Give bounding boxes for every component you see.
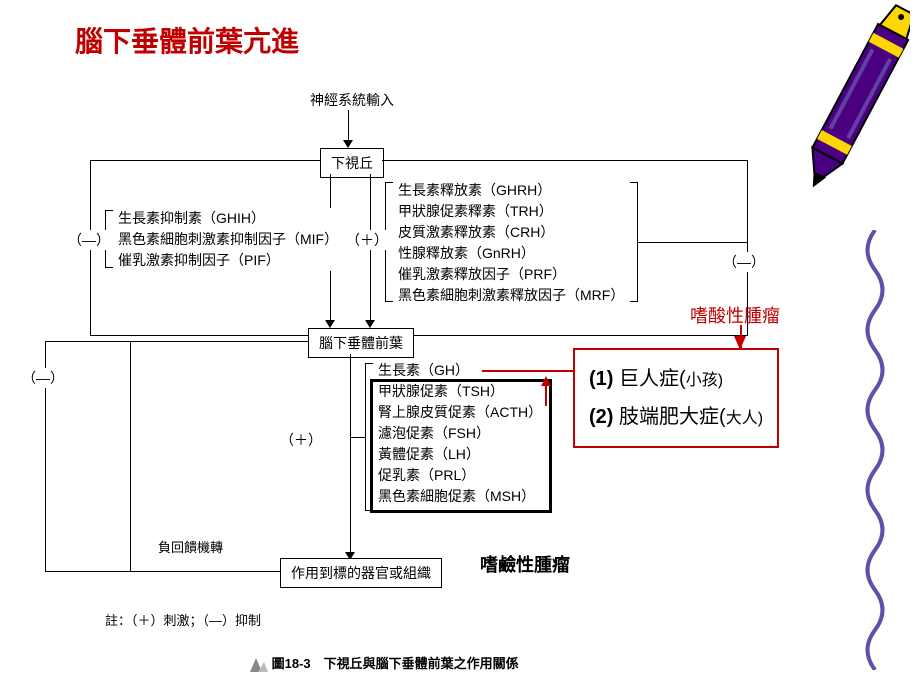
connector [382, 160, 747, 161]
connector [350, 437, 365, 438]
connector [130, 571, 280, 572]
connector [348, 110, 349, 142]
anterior-pituitary-node: 腦下垂體前葉 [308, 328, 414, 358]
callout-small: 大人) [726, 410, 763, 427]
releasers-list: 生長素釋放素（GHRH） 甲狀腺促素釋素（TRH） 皮質激素釋放素（CRH） 性… [398, 180, 624, 306]
minus-sign: （—） [723, 252, 765, 272]
input-label: 神經系統輸入 [310, 90, 394, 111]
callout-line: (1) 巨人症(小孩) [589, 360, 763, 398]
minus-sign: （—） [68, 230, 110, 250]
callout-small: 小孩) [686, 372, 723, 389]
diagram: 神經系統輸入 下視丘 生長素抑制素（GHIH） 黑色素細胞刺激素抑制因子（MIF… [30, 90, 810, 640]
connector [90, 160, 320, 161]
brace-icon [630, 182, 638, 302]
callout-num: (1) [589, 368, 613, 390]
red-connector [545, 386, 547, 406]
caption-icon [250, 658, 268, 672]
arrow-down-icon [325, 320, 335, 328]
caption-text: 圖18-3 下視丘與腦下垂體前葉之作用關係 [272, 656, 519, 671]
target-node: 作用到標的器官或組織 [280, 558, 442, 588]
connector [388, 335, 748, 336]
inhibitor-item: 催乳激素抑制因子（PIF） [118, 250, 338, 271]
connector [130, 341, 131, 571]
basophilic-box [370, 379, 552, 513]
callout-line: (2) 肢端肥大症(大人) [589, 398, 763, 436]
connector [350, 354, 351, 554]
inhibitor-item: 黑色素細胞刺激素抑制因子（MIF） [118, 229, 338, 250]
wavy-decoration [855, 230, 895, 675]
connector [45, 571, 130, 572]
red-arrow-up-icon [541, 376, 551, 386]
inhibitor-item: 生長素抑制素（GHIH） [118, 208, 338, 229]
releaser-item: 皮質激素釋放素（CRH） [398, 222, 624, 243]
arrow-down-icon [343, 140, 353, 148]
callout-num: (2) [589, 406, 613, 428]
feedback-label: 負回饋機轉 [158, 538, 223, 558]
connector [638, 242, 748, 243]
plus-sign: （＋） [280, 430, 322, 450]
plus-sign: （＋） [346, 230, 388, 250]
releaser-item: 黑色素細胞刺激素釋放因子（MRF） [398, 285, 624, 306]
releaser-item: 生長素釋放素（GHRH） [398, 180, 624, 201]
red-connector [482, 370, 574, 372]
minus-sign: （—） [22, 368, 64, 388]
crayon-decoration [810, 0, 910, 225]
connector [45, 341, 308, 342]
releaser-item: 性腺釋放素（GnRH） [398, 243, 624, 264]
page-title: 腦下垂體前葉亢進 [75, 20, 299, 60]
legend-note: 註：（＋）刺激；（—）抑制 [105, 610, 261, 629]
inhibitors-list: 生長素抑制素（GHIH） 黑色素細胞刺激素抑制因子（MIF） 催乳激素抑制因子（… [118, 208, 338, 271]
disease-callout: (1) 巨人症(小孩) (2) 肢端肥大症(大人) [573, 348, 779, 448]
callout-main: 肢端肥大症( [619, 406, 726, 428]
basophilic-tumor-label: 嗜鹼性腫瘤 [480, 551, 570, 577]
figure-caption: 圖18-3 下視丘與腦下垂體前葉之作用關係 [250, 653, 519, 672]
arrow-down-icon [365, 320, 375, 328]
connector [90, 335, 312, 336]
releaser-item: 甲狀腺促素釋素（TRH） [398, 201, 624, 222]
callout-main: 巨人症( [619, 368, 686, 390]
releaser-item: 催乳激素釋放因子（PRF） [398, 264, 624, 285]
